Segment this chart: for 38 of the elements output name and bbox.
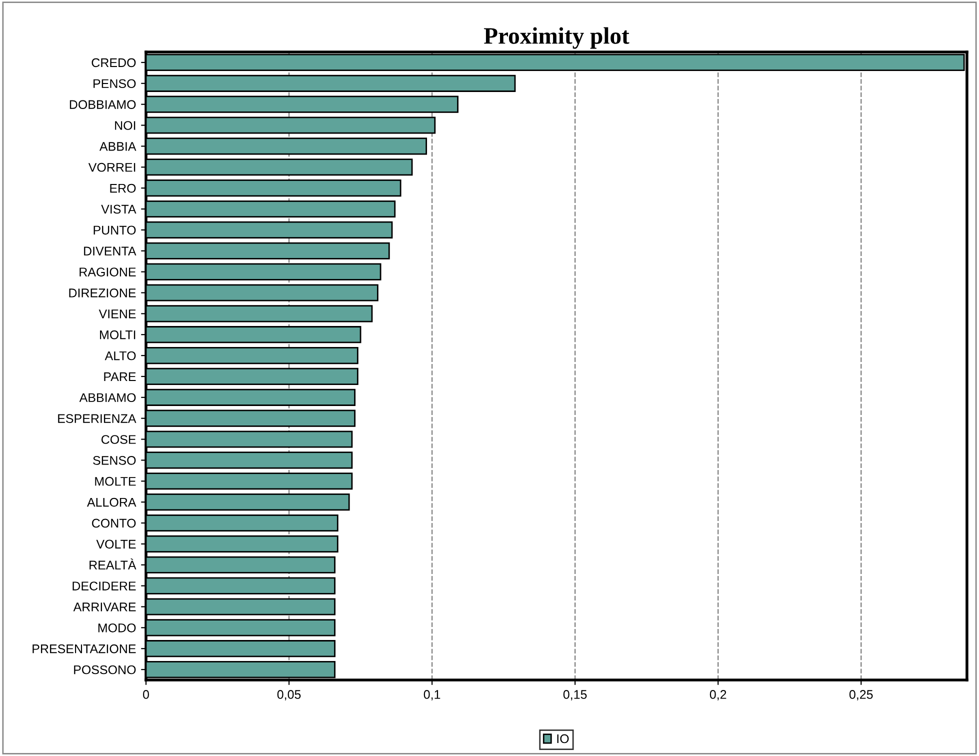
y-tick-label: DECIDERE: [72, 582, 136, 590]
y-tick-label: ALTO: [104, 351, 136, 360]
x-tick-label: 0,1: [424, 690, 440, 700]
y-tick-label: VORREI: [88, 162, 136, 172]
y-tick-label: NOI: [115, 121, 136, 130]
y-tick-label: ABBIAMO: [79, 393, 136, 402]
x-tick-label: 0,2: [710, 690, 726, 700]
y-tick-label: PARE: [104, 372, 136, 381]
x-tick-label: 0,05: [277, 690, 301, 700]
y-tick-label: MODO: [98, 623, 136, 632]
x-tick-label: 0: [143, 690, 149, 699]
x-tick-label: 0,25: [849, 690, 873, 700]
y-tick-label: VIENE: [98, 310, 136, 318]
y-tick-label: SENSO: [93, 456, 136, 465]
y-tick-label: PUNTO: [94, 226, 136, 235]
legend-label: IO: [557, 734, 569, 744]
y-tick-label: ARRIVARE: [73, 602, 136, 612]
y-tick-label: VOLTE: [96, 540, 136, 549]
x-tick-label: 0,15: [563, 690, 587, 700]
y-tick-label: CREDO: [92, 58, 136, 68]
y-tick-label: DIVENTA: [84, 246, 136, 256]
y-tick-label: PRESENTAZIONE: [32, 644, 136, 654]
y-tick-label: ALLORA: [86, 498, 136, 507]
y-tick-label: CONTO: [92, 518, 136, 528]
y-tick-label: COSE: [101, 435, 136, 444]
y-tick-label: MOLTI: [100, 330, 136, 340]
y-tick-label: PENSO: [94, 79, 136, 88]
y-tick-label: DIREZIONE: [69, 288, 136, 298]
y-tick-label: MOLTE: [95, 476, 136, 486]
y-tick-label: POSSONO: [74, 665, 136, 674]
y-tick-label: ESPERIENZA: [58, 414, 136, 423]
chart-title: Proximity plot: [484, 27, 630, 49]
y-tick-label: VISTA: [101, 204, 136, 214]
y-tick-label: DOBBIAMO: [70, 100, 136, 109]
y-tick-label: REALTÀ: [90, 558, 136, 570]
y-tick-label: RAGIONE: [80, 268, 136, 276]
y-tick-label: ERO: [110, 184, 136, 193]
y-tick-label: ABBIA: [99, 142, 136, 151]
